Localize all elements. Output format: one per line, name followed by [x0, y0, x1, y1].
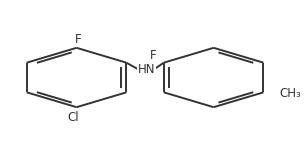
Text: F: F — [75, 33, 81, 46]
Text: HN: HN — [138, 63, 155, 76]
Text: CH₃: CH₃ — [280, 87, 301, 100]
Text: Cl: Cl — [68, 111, 80, 124]
Text: F: F — [150, 49, 157, 62]
